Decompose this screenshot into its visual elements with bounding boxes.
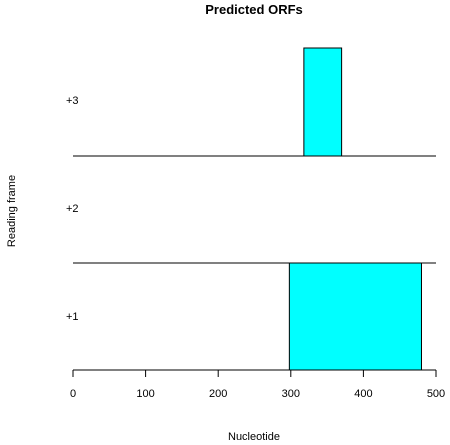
x-tick-label: 200: [209, 388, 227, 400]
orf-bar: [303, 47, 343, 157]
frame-label: +2: [66, 203, 79, 215]
orf-bars: [288, 47, 422, 371]
x-tick-label: 500: [427, 388, 445, 400]
x-tick-label: 400: [354, 388, 372, 400]
frame-label: +1: [66, 311, 79, 323]
x-axis-label: Nucleotide: [228, 431, 280, 443]
x-tick-label: 0: [70, 388, 76, 400]
chart-title: Predicted ORFs: [205, 2, 303, 17]
x-tick-label: 100: [136, 388, 154, 400]
x-tick-label: 300: [282, 388, 300, 400]
orf-bar: [288, 262, 422, 371]
x-axis: 0 100 200 300 400 500: [70, 369, 445, 400]
frame-label: +3: [66, 95, 79, 107]
y-axis-label: Reading frame: [6, 175, 18, 247]
